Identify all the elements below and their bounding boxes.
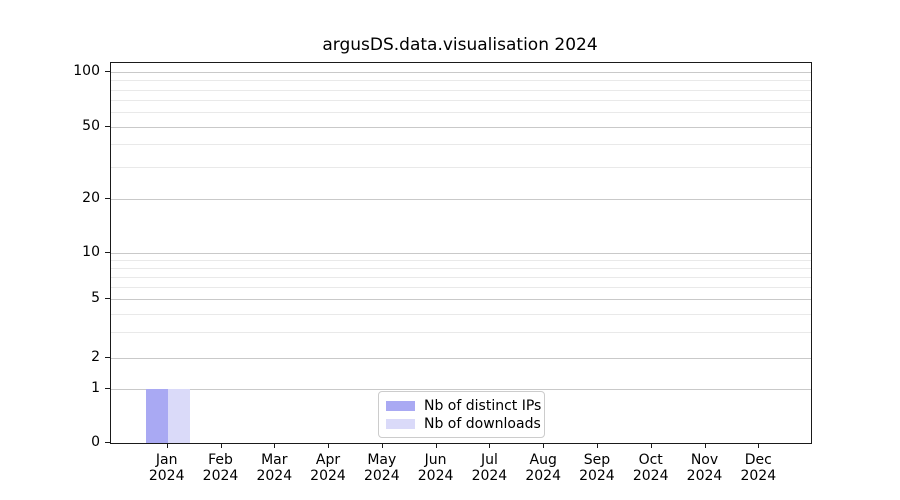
x-tick-year: 2024 [310, 468, 346, 484]
plot-area [110, 62, 812, 444]
x-tick-year: 2024 [579, 468, 615, 484]
x-tick-year: 2024 [148, 468, 185, 484]
x-tick-month: Nov [690, 452, 719, 468]
minor-gridline [111, 260, 811, 261]
x-tick-label: Feb 2024 [189, 452, 253, 484]
x-tick-label: Jan 2024 [135, 452, 199, 484]
y-tick-label: 0 [91, 434, 100, 450]
y-tick-mark [105, 388, 110, 390]
bar-distinct-ips [145, 389, 168, 443]
major-gridline [111, 126, 811, 128]
x-tick-mark [704, 443, 706, 448]
y-tick-label: 2 [91, 348, 100, 365]
x-tick-month: Feb [208, 452, 233, 468]
x-tick-month: Jul [480, 452, 498, 468]
x-tick-month: Sep [583, 452, 611, 468]
major-gridline [111, 253, 811, 254]
y-tick-mark [105, 442, 110, 443]
x-tick-label: Jun 2024 [404, 452, 468, 484]
y-tick-mark [105, 298, 110, 300]
minor-gridline [111, 166, 811, 168]
legend-label: Nb of downloads [424, 416, 541, 432]
minor-gridline [111, 313, 811, 315]
x-tick-mark [489, 443, 491, 448]
x-tick-label: Sep 2024 [565, 452, 629, 484]
x-tick-year: 2024 [471, 468, 508, 484]
x-tick-label: Aug 2024 [511, 452, 575, 484]
x-tick-label: Dec 2024 [726, 452, 790, 484]
minor-gridline [111, 287, 811, 289]
legend-swatch [386, 401, 415, 411]
minor-gridline [111, 80, 811, 82]
y-tick-mark [105, 71, 110, 72]
x-tick-mark [328, 443, 329, 448]
x-tick-year: 2024 [363, 468, 400, 484]
x-tick-label: May 2024 [350, 452, 414, 484]
legend-row: Nb of distinct IPs [386, 397, 541, 415]
minor-gridline [111, 276, 811, 278]
y-tick-mark [105, 252, 110, 253]
x-tick-year: 2024 [202, 468, 239, 484]
major-gridline [111, 357, 811, 359]
legend-swatch [386, 419, 415, 429]
x-tick-year: 2024 [686, 468, 723, 484]
x-tick-label: Apr 2024 [296, 452, 360, 484]
y-tick-label: 10 [82, 244, 100, 260]
x-tick-year: 2024 [525, 468, 561, 484]
legend-label: Nb of distinct IPs [424, 398, 542, 414]
minor-gridline [111, 267, 811, 269]
x-tick-year: 2024 [740, 468, 777, 484]
y-tick-mark [105, 198, 110, 199]
y-tick-label: 50 [82, 117, 100, 134]
x-tick-label: Mar 2024 [242, 452, 306, 484]
x-tick-mark [166, 443, 168, 448]
x-tick-month: Oct [638, 452, 663, 468]
x-tick-month: May [367, 452, 397, 468]
y-tick-label: 100 [73, 63, 100, 79]
x-tick-month: Jan [155, 452, 178, 468]
x-tick-month: Mar [261, 452, 288, 468]
y-tick-mark [105, 356, 110, 358]
x-tick-year: 2024 [632, 468, 669, 484]
x-tick-mark [274, 443, 276, 448]
x-tick-label: Jul 2024 [457, 452, 521, 484]
y-tick-label: 20 [82, 190, 100, 206]
minor-gridline [111, 332, 811, 333]
x-tick-mark [435, 443, 437, 448]
minor-gridline [111, 100, 811, 101]
x-tick-mark [758, 443, 760, 448]
legend: Nb of distinct IPs Nb of downloads [378, 391, 545, 438]
x-tick-year: 2024 [256, 468, 293, 484]
chart-title: argusDS.data.visualisation 2024 [322, 35, 598, 55]
x-tick-month: Aug [529, 452, 557, 468]
x-tick-mark [596, 443, 598, 448]
bars-layer [111, 63, 811, 443]
minor-gridline [111, 89, 811, 91]
major-gridline [111, 389, 811, 391]
bar-downloads [167, 389, 190, 443]
x-tick-mark [381, 443, 383, 448]
x-tick-mark [543, 443, 545, 448]
x-tick-year: 2024 [417, 468, 454, 484]
gridlines-layer [111, 63, 811, 443]
y-tick-mark [105, 125, 110, 127]
x-tick-label: Oct 2024 [619, 452, 683, 484]
x-tick-month: Dec [744, 452, 772, 468]
x-tick-mark [220, 443, 222, 448]
major-gridline [111, 199, 811, 200]
y-tick-label: 1 [91, 380, 100, 397]
x-tick-label: Nov 2024 [673, 452, 737, 484]
minor-gridline [111, 144, 811, 146]
major-gridline [111, 299, 811, 301]
legend-row: Nb of downloads [386, 415, 541, 433]
y-tick-label: 5 [91, 290, 100, 307]
x-tick-month: Apr [315, 452, 341, 468]
x-tick-mark [650, 443, 652, 448]
x-tick-month: Jun [424, 452, 447, 468]
major-gridline [111, 72, 811, 73]
minor-gridline [111, 112, 811, 114]
